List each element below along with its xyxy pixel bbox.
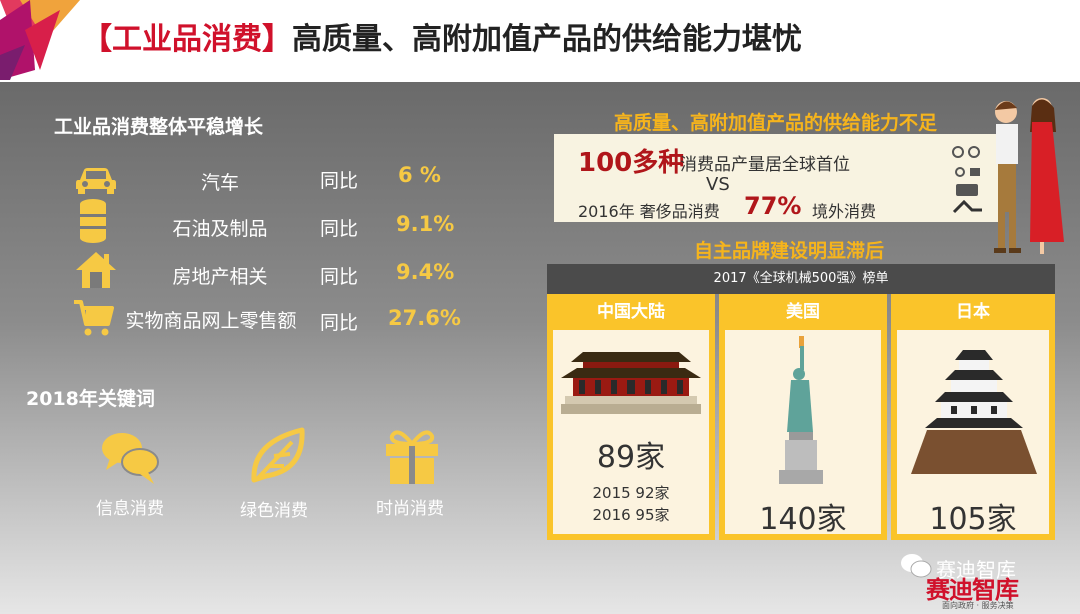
column-count-japan: 105家	[929, 502, 1017, 537]
compare-vs: VS	[706, 174, 730, 195]
chart-title: 2017《全球机械500强》榜单	[547, 264, 1055, 294]
couple-illustration-icon	[994, 98, 1064, 254]
section-title-growth: 工业品消费整体平稳增长	[54, 116, 264, 138]
statue-of-liberty-icon	[779, 336, 823, 484]
item-yoy-online: 同比	[320, 312, 359, 334]
watermark-logo: 赛迪智库	[926, 576, 1019, 604]
column-japan: 日本 105家	[891, 294, 1055, 540]
compare-box: 100多种 消费品产量居全球首位 VS 2016年 奢侈品消费 77% 境外消费	[554, 134, 1004, 222]
item-value-online: 27.6%	[388, 306, 461, 330]
column-name-usa: 美国	[786, 302, 820, 322]
item-name-oil: 石油及制品	[172, 218, 268, 240]
column-sub-2016: 2016 95家	[592, 506, 670, 524]
compare-big-text: 消费品产量居全球首位	[680, 155, 850, 175]
column-usa: 美国 140家	[719, 294, 887, 540]
compare-year-text: 2016年 奢侈品消费	[578, 202, 720, 221]
compare-big-number: 100多种	[578, 148, 685, 178]
house-icon	[76, 252, 116, 288]
column-sub-2015: 2015 92家	[592, 484, 670, 502]
column-count-usa: 140家	[759, 502, 847, 537]
forbidden-city-icon	[561, 352, 701, 414]
column-name-china: 中国大陆	[597, 302, 665, 322]
supply-title: 高质量、高附加值产品的供给能力不足	[614, 112, 938, 134]
oil-barrel-icon	[80, 199, 106, 243]
item-name-car: 汽车	[200, 172, 239, 194]
gift-box-icon	[386, 430, 438, 484]
leaf-icon	[251, 427, 305, 483]
column-body-usa: 140家	[725, 330, 881, 537]
title-main: 高质量、高附加值产品的供给能力堪忧	[292, 22, 802, 57]
car-icon	[76, 168, 116, 194]
shopping-cart-icon	[74, 300, 114, 336]
luxury-items-icon	[952, 146, 982, 214]
japanese-castle-icon	[911, 350, 1037, 474]
keyword-fashion: 时尚消费	[376, 499, 444, 519]
title-bracket: 【工业品消费】	[82, 22, 292, 57]
header: 【工业品消费】高质量、高附加值产品的供给能力堪忧	[0, 0, 1080, 82]
item-name-online: 实物商品网上零售额	[125, 310, 297, 332]
item-value-car: 6 %	[398, 163, 441, 187]
keyword-info: 信息消费	[96, 499, 164, 519]
item-value-house: 9.4%	[396, 260, 455, 284]
item-yoy-oil: 同比	[320, 218, 359, 240]
wechat-icon	[901, 554, 932, 578]
brand-title: 自主品牌建设明显滞后	[694, 240, 885, 262]
watermark-text: 赛迪智库	[936, 558, 1016, 582]
column-body-japan: 105家	[897, 330, 1049, 537]
page-title: 【工业品消费】高质量、高附加值产品的供给能力堪忧	[82, 14, 802, 58]
item-name-house: 房地产相关	[172, 266, 268, 288]
compare-pct: 77%	[744, 192, 802, 220]
logo-shape-icon	[0, 0, 80, 80]
speech-bubbles-icon	[102, 433, 159, 484]
watermark-sub: 面向政府 · 服务决策	[942, 601, 1014, 610]
item-yoy-car: 同比	[320, 170, 359, 192]
compare-tail: 境外消费	[812, 202, 877, 221]
section-title-keywords: 2018年关键词	[26, 388, 155, 410]
keyword-green: 绿色消费	[240, 501, 308, 521]
item-yoy-house: 同比	[320, 266, 359, 288]
column-name-japan: 日本	[956, 302, 990, 322]
column-china: 中国大陆 89家 2015 92家 2016 95家	[547, 294, 715, 540]
column-body-china: 89家 2015 92家 2016 95家	[553, 330, 709, 534]
item-value-oil: 9.1%	[396, 212, 455, 236]
column-count-china: 89家	[596, 440, 666, 475]
